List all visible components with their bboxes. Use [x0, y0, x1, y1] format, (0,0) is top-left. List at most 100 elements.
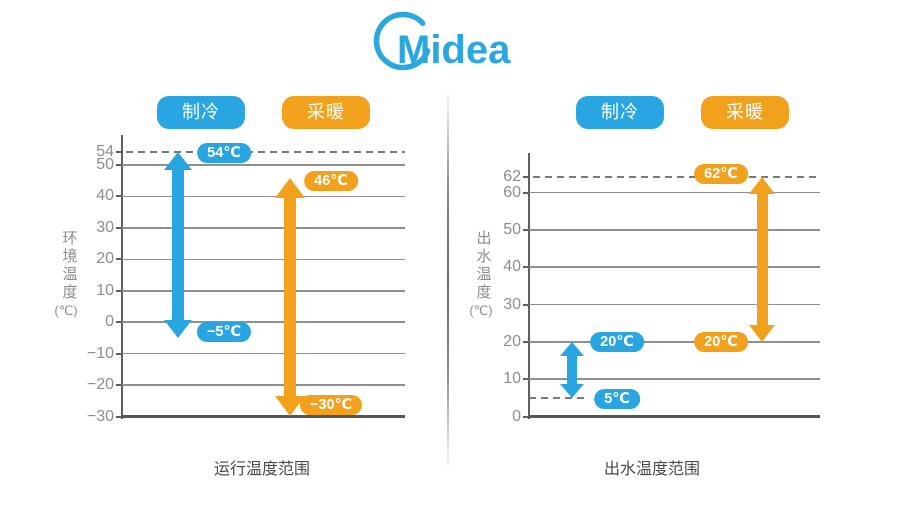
arrow-up-head-icon: [275, 177, 305, 198]
gridline: [529, 229, 820, 231]
heating-max-badge: 62℃: [694, 164, 748, 184]
y-tick-label: 20: [96, 250, 114, 268]
heating-min-badge: −30℃: [299, 395, 363, 415]
dashed-gridline-short: [529, 396, 588, 399]
legend-cooling-pill: 制冷: [157, 96, 245, 129]
gridline: [529, 303, 820, 306]
gridline: [122, 258, 405, 261]
legend-heating-pill: 采暖: [701, 96, 789, 129]
dashed-gridline: [126, 151, 405, 154]
heating-min-badge: 20℃: [694, 332, 748, 352]
y-axis-title-char: 出: [476, 230, 492, 247]
heating-max-badge: 46℃: [304, 171, 358, 191]
y-axis-tick: [523, 191, 529, 194]
gridline: [122, 227, 405, 229]
y-tick-label: 30: [503, 295, 521, 313]
dashed-gridline: [533, 176, 820, 178]
y-axis-tick: [116, 289, 122, 292]
y-axis-tick: [116, 226, 122, 229]
y-tick-label: 30: [96, 218, 114, 236]
cooling-range-arrow: [560, 341, 584, 398]
gridline: [122, 384, 405, 386]
y-tick-label: 10: [96, 281, 114, 299]
chart-title: 运行温度范围: [213, 461, 311, 478]
chart-title: 出水温度范围: [603, 461, 701, 478]
legend-cooling-pill: 制冷: [576, 96, 664, 129]
cooling-min-badge: −5℃: [196, 322, 252, 342]
cooling-range-arrow: [164, 152, 192, 338]
arrow-shaft: [567, 353, 577, 386]
x-axis-line: [528, 415, 820, 418]
y-axis-tick: [116, 258, 122, 261]
y-axis-title-char: 水: [476, 248, 492, 265]
gridline: [122, 290, 405, 292]
y-axis-tick: [523, 303, 529, 306]
y-axis-tick: [116, 151, 122, 154]
arrow-down-head-icon: [560, 383, 584, 398]
y-tick-label: −10: [86, 344, 114, 362]
y-axis-line: [528, 153, 530, 419]
arrow-up-head-icon: [164, 152, 192, 171]
gridline: [122, 164, 405, 166]
y-axis-title-char: 温: [476, 266, 492, 283]
y-axis-title-char: 温: [62, 266, 78, 283]
gridline: [529, 191, 820, 194]
y-axis-title-char: 境: [62, 248, 78, 265]
y-tick-label: 10: [503, 370, 521, 388]
arrow-shaft: [284, 195, 296, 399]
heating-range-arrow: [275, 177, 305, 417]
y-tick-label: 20: [503, 332, 521, 350]
y-tick-label: 0: [105, 313, 114, 331]
heating-range-arrow: [749, 177, 775, 342]
gridline: [529, 341, 820, 343]
y-axis-tick: [523, 176, 529, 178]
y-axis-tick: [523, 378, 529, 381]
arrow-down-head-icon: [164, 319, 192, 338]
y-axis-tick: [116, 195, 122, 198]
y-axis-title-char: 环: [62, 230, 78, 247]
y-tick-label: 40: [503, 258, 521, 276]
y-axis-tick: [523, 266, 529, 269]
y-tick-label: 40: [96, 187, 114, 205]
y-axis-unit: (℃): [54, 303, 78, 318]
y-tick-label: 62: [503, 168, 521, 185]
cooling-max-badge: 20℃: [590, 332, 644, 352]
gridline: [122, 352, 405, 355]
cooling-max-badge: 54℃: [197, 143, 251, 163]
y-axis-unit: (℃): [469, 303, 493, 318]
legend-heating-pill: 采暖: [282, 96, 370, 129]
y-axis-tick: [523, 415, 529, 418]
cooling-min-badge: 5℃: [594, 389, 640, 409]
y-tick-label: 54: [96, 143, 114, 161]
midea-logo-text: Midea: [397, 28, 511, 72]
y-tick-label: 50: [96, 156, 114, 173]
y-tick-label: 60: [503, 183, 521, 201]
y-axis-tick: [523, 228, 529, 231]
y-tick-label: −30: [86, 407, 114, 425]
y-axis-line: [121, 135, 123, 419]
gridline: [122, 195, 405, 198]
arrow-down-head-icon: [275, 396, 305, 417]
arrow-up-head-icon: [749, 177, 775, 194]
gridline: [122, 321, 405, 323]
midea-logo-arc-icon: [373, 11, 431, 71]
arrow-shaft: [756, 192, 768, 327]
y-tick-label: 50: [503, 220, 521, 238]
y-axis-tick: [523, 340, 529, 343]
y-tick-label: −20: [86, 376, 114, 394]
y-axis-tick: [116, 164, 122, 166]
y-axis-title-char: 度: [62, 284, 78, 301]
arrow-up-head-icon: [560, 341, 584, 356]
y-axis-tick: [116, 321, 122, 324]
y-axis-title-char: 度: [476, 284, 492, 301]
y-axis-tick: [116, 352, 122, 355]
y-axis-tick: [116, 384, 122, 387]
section-divider: [447, 88, 449, 472]
y-tick-label: 0: [512, 407, 521, 425]
midea-logo: Midea: [373, 11, 511, 72]
gridline: [529, 266, 820, 268]
arrow-shaft: [172, 168, 184, 322]
y-axis-tick: [116, 415, 122, 418]
